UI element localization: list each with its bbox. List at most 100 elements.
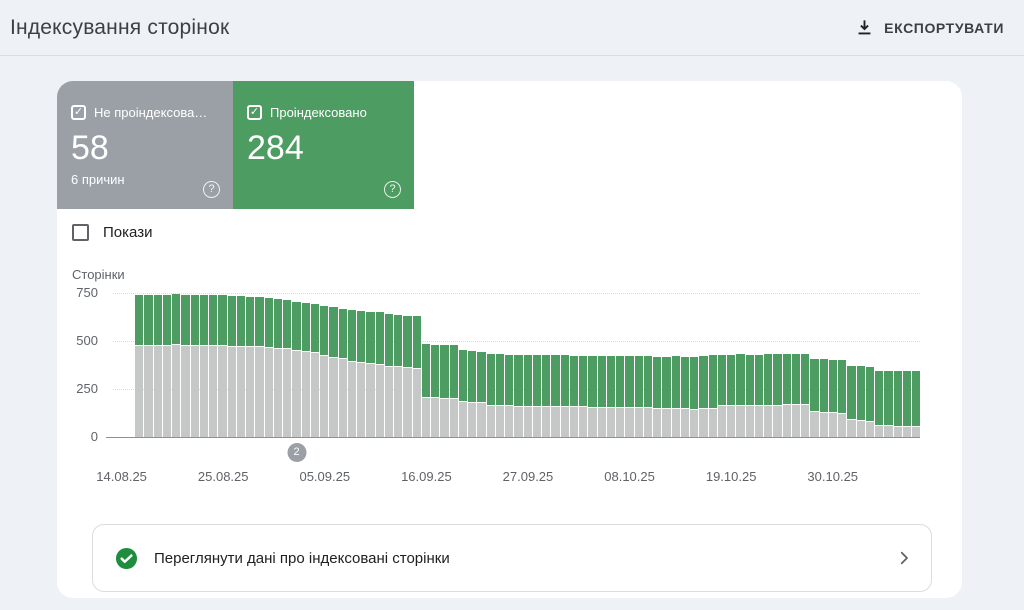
bar[interactable] xyxy=(301,293,310,437)
bar[interactable] xyxy=(551,293,560,437)
bar[interactable] xyxy=(190,293,199,437)
bar[interactable] xyxy=(662,293,671,437)
bar[interactable] xyxy=(727,293,736,437)
bar[interactable] xyxy=(902,293,911,437)
help-icon[interactable]: ? xyxy=(203,181,220,198)
checkbox-checked-icon[interactable]: ✓ xyxy=(71,105,86,120)
bar[interactable] xyxy=(838,293,847,437)
bar[interactable] xyxy=(486,293,495,437)
bar[interactable] xyxy=(162,293,171,437)
bar[interactable] xyxy=(375,293,384,437)
bar[interactable] xyxy=(532,293,541,437)
bar[interactable] xyxy=(347,293,356,437)
checkbox-unchecked-icon[interactable] xyxy=(72,224,89,241)
checkbox-checked-icon[interactable]: ✓ xyxy=(247,105,262,120)
bar[interactable] xyxy=(542,293,551,437)
bar[interactable] xyxy=(366,293,375,437)
bar[interactable] xyxy=(320,293,329,437)
bar[interactable] xyxy=(468,293,477,437)
bar[interactable] xyxy=(412,293,421,437)
bar[interactable] xyxy=(227,293,236,437)
bar[interactable] xyxy=(671,293,680,437)
bar[interactable] xyxy=(283,293,292,437)
export-button[interactable]: ЕКСПОРТУВАТИ xyxy=(849,10,1010,45)
bar[interactable] xyxy=(394,293,403,437)
bar[interactable] xyxy=(172,293,181,437)
bar[interactable] xyxy=(912,293,921,437)
bar[interactable] xyxy=(495,293,504,437)
bar[interactable] xyxy=(560,293,569,437)
bar[interactable] xyxy=(875,293,884,437)
annotation-badge[interactable]: 2 xyxy=(287,443,307,462)
tile-not-indexed[interactable]: ✓ Не проіндексова… 58 6 причин ? xyxy=(57,81,233,209)
bar[interactable] xyxy=(865,293,874,437)
bar-not-indexed-segment xyxy=(495,405,504,437)
bar[interactable] xyxy=(431,293,440,437)
bar[interactable] xyxy=(708,293,717,437)
bar[interactable] xyxy=(440,293,449,437)
bar[interactable] xyxy=(643,293,652,437)
chevron-right-icon[interactable] xyxy=(895,549,913,567)
bar[interactable] xyxy=(421,293,430,437)
bar[interactable] xyxy=(514,293,523,437)
bar[interactable] xyxy=(264,293,273,437)
bar[interactable] xyxy=(579,293,588,437)
bar[interactable] xyxy=(144,293,153,437)
bar[interactable] xyxy=(884,293,893,437)
bar[interactable] xyxy=(209,293,218,437)
bar[interactable] xyxy=(634,293,643,437)
bar[interactable] xyxy=(606,293,615,437)
tile-indexed[interactable]: ✓ Проіндексовано 284 ? xyxy=(233,81,414,209)
bar[interactable] xyxy=(847,293,856,437)
bar[interactable] xyxy=(329,293,338,437)
bar[interactable] xyxy=(199,293,208,437)
bar[interactable] xyxy=(819,293,828,437)
bar[interactable] xyxy=(745,293,754,437)
bar[interactable] xyxy=(828,293,837,437)
bar[interactable] xyxy=(218,293,227,437)
bar[interactable] xyxy=(292,293,301,437)
x-tick-label: 27.09.25 xyxy=(502,469,554,484)
bar[interactable] xyxy=(181,293,190,437)
help-icon[interactable]: ? xyxy=(384,181,401,198)
bar[interactable] xyxy=(357,293,366,437)
bar[interactable] xyxy=(403,293,412,437)
bar[interactable] xyxy=(597,293,606,437)
bar[interactable] xyxy=(236,293,245,437)
bar-not-indexed-segment xyxy=(310,351,319,437)
bar[interactable] xyxy=(384,293,393,437)
bar[interactable] xyxy=(690,293,699,437)
bar[interactable] xyxy=(616,293,625,437)
bar[interactable] xyxy=(736,293,745,437)
bar[interactable] xyxy=(458,293,467,437)
bar[interactable] xyxy=(801,293,810,437)
bar[interactable] xyxy=(449,293,458,437)
bar[interactable] xyxy=(782,293,791,437)
bar[interactable] xyxy=(588,293,597,437)
bar[interactable] xyxy=(569,293,578,437)
bar[interactable] xyxy=(773,293,782,437)
view-indexed-data-row[interactable]: Переглянути дані про індексовані сторінк… xyxy=(92,524,932,592)
bar[interactable] xyxy=(653,293,662,437)
bar[interactable] xyxy=(764,293,773,437)
impressions-checkbox-row[interactable]: Покази xyxy=(72,224,152,241)
bar[interactable] xyxy=(255,293,264,437)
bar[interactable] xyxy=(625,293,634,437)
bar[interactable] xyxy=(273,293,282,437)
bar[interactable] xyxy=(246,293,255,437)
bar[interactable] xyxy=(856,293,865,437)
bar[interactable] xyxy=(153,293,162,437)
bar[interactable] xyxy=(810,293,819,437)
bar[interactable] xyxy=(477,293,486,437)
bar[interactable] xyxy=(338,293,347,437)
bar[interactable] xyxy=(717,293,726,437)
bar[interactable] xyxy=(754,293,763,437)
bar[interactable] xyxy=(523,293,532,437)
bar[interactable] xyxy=(699,293,708,437)
bar[interactable] xyxy=(893,293,902,437)
bar[interactable] xyxy=(310,293,319,437)
bar[interactable] xyxy=(791,293,800,437)
bar[interactable] xyxy=(135,293,144,437)
bar[interactable] xyxy=(505,293,514,437)
bar[interactable] xyxy=(680,293,689,437)
